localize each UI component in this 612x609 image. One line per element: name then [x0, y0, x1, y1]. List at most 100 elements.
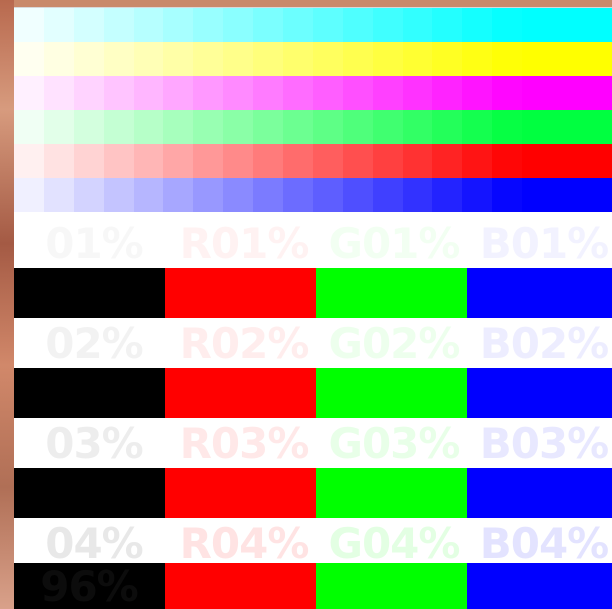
- gradient-cell: [432, 42, 463, 76]
- gradient-cell: [552, 42, 582, 76]
- red-block: [165, 563, 316, 609]
- white-band-04: 04% R04% G04% B04%: [14, 518, 612, 568]
- gradient-cell: [312, 144, 343, 178]
- gradient-cell: [581, 8, 612, 42]
- black-block: [14, 268, 165, 318]
- label-red-01: R01%: [179, 218, 310, 268]
- gradient-cell: [372, 42, 403, 76]
- gradient-cell: [492, 144, 523, 178]
- blue-block: [467, 468, 612, 518]
- gradient-cell: [552, 144, 582, 178]
- label-bottom-96: 96%: [40, 561, 139, 609]
- gradient-cell: [581, 144, 612, 178]
- gradient-row-magenta: [14, 76, 612, 110]
- green-block: [316, 268, 467, 318]
- gradient-cell: [103, 42, 134, 76]
- gradient-cell: [163, 178, 194, 212]
- gradient-cell: [133, 144, 164, 178]
- gradient-cell: [103, 76, 134, 110]
- black-block: [14, 468, 165, 518]
- color-band-04: 96%: [14, 561, 612, 609]
- gradient-cell: [522, 110, 553, 144]
- gradient-cell: [552, 110, 582, 144]
- gradient-cell: [522, 8, 553, 42]
- gradient-cell: [432, 8, 463, 42]
- color-band-02: [14, 368, 612, 418]
- white-band-02: 02% R02% G02% B02%: [14, 318, 612, 368]
- gradient-cell: [402, 42, 433, 76]
- gradient-cell: [283, 178, 313, 212]
- gradient-cell: [402, 144, 433, 178]
- label-red-02: R02%: [179, 318, 310, 368]
- gradient-cell: [402, 178, 433, 212]
- gradient-cell: [342, 8, 373, 42]
- gradient-cell: [492, 76, 523, 110]
- gradient-cell: [372, 178, 403, 212]
- color-band-03: [14, 468, 612, 518]
- gradient-row-yellow: [14, 42, 612, 76]
- gradient-cell: [492, 8, 523, 42]
- panel-top-border: [14, 7, 612, 8]
- gradient-cell: [283, 110, 313, 144]
- gradient-cell: [43, 42, 74, 76]
- green-block: [316, 368, 467, 418]
- gradient-cell: [43, 178, 74, 212]
- gradient-cell: [14, 42, 44, 76]
- gradient-cell: [223, 8, 254, 42]
- gradient-cell: [73, 8, 104, 42]
- gradient-cell: [372, 76, 403, 110]
- gradient-cell: [552, 76, 582, 110]
- gradient-cell: [492, 42, 523, 76]
- gradient-cell: [342, 110, 373, 144]
- gradient-cell: [372, 110, 403, 144]
- gradient-cell: [73, 144, 104, 178]
- label-green-03: G03%: [328, 418, 460, 468]
- green-block: [316, 563, 467, 609]
- gradient-cell: [133, 8, 164, 42]
- gradient-cell: [73, 42, 104, 76]
- gradient-cell: [193, 8, 224, 42]
- gradient-cell: [462, 110, 493, 144]
- gradient-cell: [462, 42, 493, 76]
- gradient-cell: [283, 144, 313, 178]
- gradient-cell: [432, 110, 463, 144]
- gradient-cell: [253, 76, 284, 110]
- gradient-cell: [342, 178, 373, 212]
- blue-block: [467, 563, 612, 609]
- gradient-cell: [581, 110, 612, 144]
- gradient-cell: [522, 178, 553, 212]
- gradient-cell: [193, 110, 224, 144]
- gradient-cell: [342, 76, 373, 110]
- gradient-cell: [133, 76, 164, 110]
- gradient-cell: [103, 110, 134, 144]
- gradient-cell: [342, 42, 373, 76]
- red-block: [165, 268, 316, 318]
- gradient-cell: [193, 144, 224, 178]
- gradient-row-cyan: [14, 8, 612, 42]
- gradient-cell: [193, 42, 224, 76]
- gradient-cell: [43, 144, 74, 178]
- label-gray-02: 02%: [45, 318, 144, 368]
- black-block: 96%: [14, 561, 165, 609]
- gradient-cell: [462, 178, 493, 212]
- background-photo-strip: [0, 0, 14, 609]
- label-green-01: G01%: [328, 218, 460, 268]
- gradient-cell: [283, 8, 313, 42]
- gradient-cell: [253, 110, 284, 144]
- gradient-cell: [432, 178, 463, 212]
- gradient-row-blue: [14, 178, 612, 212]
- label-green-02: G02%: [328, 318, 460, 368]
- gradient-cell: [223, 144, 254, 178]
- gradient-cell: [193, 178, 224, 212]
- gradient-cell: [43, 110, 74, 144]
- gradient-cell: [133, 178, 164, 212]
- gradient-cell: [163, 8, 194, 42]
- gradient-cell: [73, 178, 104, 212]
- gradient-cell: [283, 76, 313, 110]
- gradient-cell: [223, 42, 254, 76]
- label-gray-04: 04%: [45, 518, 144, 568]
- gradient-cell: [552, 8, 582, 42]
- label-red-04: R04%: [179, 518, 310, 568]
- gradient-cell: [14, 8, 44, 42]
- gradient-cell: [402, 76, 433, 110]
